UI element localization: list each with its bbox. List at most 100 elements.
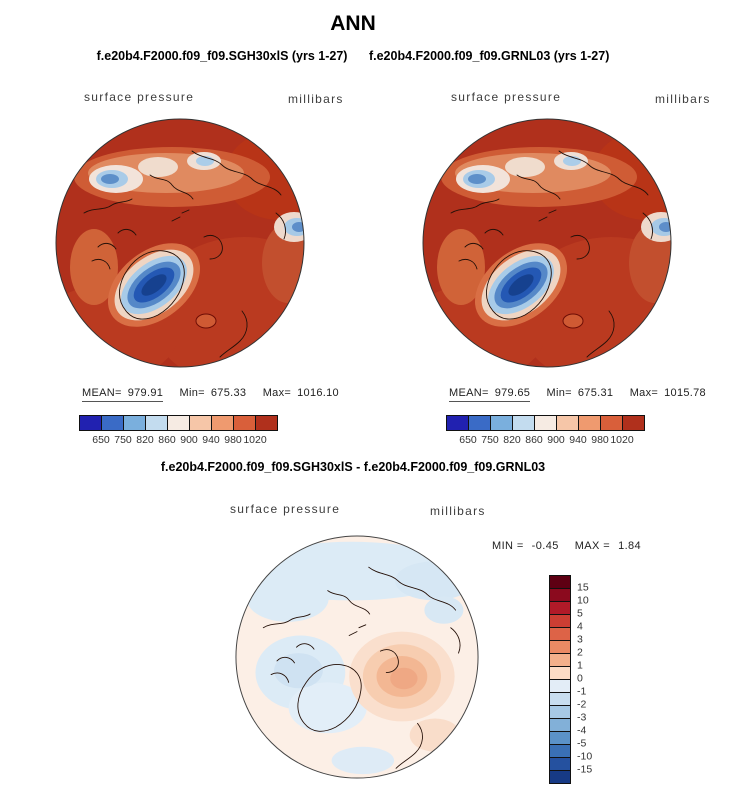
colorbar-box: [549, 692, 571, 706]
colorbar-tick-label: 1: [577, 659, 583, 672]
colorbar-box: [534, 415, 557, 431]
difference-map: [235, 535, 479, 779]
colorbar-tick-label: -15: [577, 763, 593, 776]
colorbar-box: [255, 415, 278, 431]
stat-max-label: Max=: [262, 387, 292, 399]
case-titles: f.e20b4.F2000.f09_f09.SGH30xlS (yrs 1-27…: [0, 49, 706, 63]
colorbar-tick-label: 0: [577, 672, 583, 685]
stat-min-label: Min=: [546, 387, 572, 399]
difference-title: f.e20b4.F2000.f09_f09.SGH30xlS - f.e20b4…: [160, 460, 546, 474]
colorbar-box: [556, 415, 579, 431]
colorbar-tick-label: 940: [202, 434, 220, 446]
pressure-colorbar-right: 650 750 820 860 900 940 980 1020: [446, 415, 645, 451]
stat-mean: MEAN= 979.91: [82, 387, 164, 402]
case-title-right: f.e20b4.F2000.f09_f09.GRNL03 (yrs 1-27): [368, 49, 610, 63]
pressure-map-right: [422, 118, 672, 368]
stat-max-label: Max=: [629, 387, 659, 399]
colorbar-tick-label: 750: [114, 434, 132, 446]
colorbar-tick-label: 5: [577, 607, 583, 620]
colorbar-box: [468, 415, 491, 431]
colorbar-tick-label: 860: [525, 434, 543, 446]
colorbar-tick-label: 750: [481, 434, 499, 446]
colorbar-box: [123, 415, 146, 431]
colorbar-box: [549, 640, 571, 654]
stat-min-label: Min=: [179, 387, 205, 399]
colorbar-tick-label: -10: [577, 750, 593, 763]
colorbar-box: [79, 415, 102, 431]
colorbar-box: [446, 415, 469, 431]
colorbar-box: [549, 575, 571, 589]
difference-colorbar: 15 10 5 4 3 2 1 0 -1 -2 -3 -4 -5 -10 -15: [549, 575, 609, 784]
stat-mean-label: MEAN=: [449, 387, 489, 399]
colorbar-tick-label: 4: [577, 620, 583, 633]
colorbar-box: [549, 627, 571, 641]
diff-min-label: MIN =: [492, 540, 524, 552]
field-label-left: surface pressure: [84, 90, 195, 104]
diff-max-label: MAX =: [574, 540, 611, 552]
colorbar-tick-label: 860: [158, 434, 176, 446]
colorbar-box: [490, 415, 513, 431]
stat-min-value: 675.31: [577, 387, 614, 399]
colorbar-box: [549, 770, 571, 784]
colorbar-box: [101, 415, 124, 431]
stat-max-value: 1015.78: [664, 387, 706, 399]
colorbar-box: [233, 415, 256, 431]
colorbar-tick-label: -2: [577, 698, 587, 711]
colorbar-tick-label: 1020: [243, 434, 267, 446]
case-title-left: f.e20b4.F2000.f09_f09.SGH30xlS (yrs 1-27…: [96, 49, 348, 63]
colorbar-tick-label: -3: [577, 711, 587, 724]
colorbar-box: [167, 415, 190, 431]
field-label-diff: surface pressure: [230, 502, 341, 516]
colorbar-box: [549, 614, 571, 628]
colorbar-tick-label: 10: [577, 594, 589, 607]
colorbar-tick-label: 650: [459, 434, 477, 446]
colorbar-box: [549, 679, 571, 693]
units-label-left: millibars: [288, 92, 344, 106]
colorbar-box: [549, 744, 571, 758]
stat-min: Min= 675.33: [180, 387, 247, 399]
colorbar-box: [549, 705, 571, 719]
colorbar-tick-label: 820: [503, 434, 521, 446]
colorbar-box: [622, 415, 645, 431]
stats-row-left: MEAN= 979.91 Min= 675.33 Max= 1016.10: [82, 387, 352, 402]
colorbar-tick-label: 3: [577, 633, 583, 646]
colorbar-tick-label: -1: [577, 685, 587, 698]
colorbar-box: [211, 415, 234, 431]
diff-minmax-row: MIN = -0.45 MAX = 1.84: [492, 540, 641, 552]
colorbar-tick-label: 980: [591, 434, 609, 446]
colorbar-box: [145, 415, 168, 431]
colorbar-box: [512, 415, 535, 431]
colorbar-tick-label: 820: [136, 434, 154, 446]
stat-mean-label: MEAN=: [82, 387, 122, 399]
colorbar-tick-label: -5: [577, 737, 587, 750]
stat-min-value: 675.33: [210, 387, 247, 399]
stat-min: Min= 675.31: [547, 387, 614, 399]
colorbar-tick-label: 2: [577, 646, 583, 659]
stat-mean-value: 979.65: [494, 387, 531, 399]
units-label-diff: millibars: [430, 504, 486, 518]
colorbar-box: [549, 601, 571, 615]
stat-mean: MEAN= 979.65: [449, 387, 531, 402]
colorbar-box: [578, 415, 601, 431]
colorbar-box: [549, 653, 571, 667]
colorbar-box: [600, 415, 623, 431]
stat-max: Max= 1015.78: [630, 387, 706, 399]
field-label-right: surface pressure: [451, 90, 562, 104]
stat-max-value: 1016.10: [297, 387, 339, 399]
diff-max-value: 1.84: [618, 540, 642, 552]
colorbar-box: [189, 415, 212, 431]
colorbar-box: [549, 666, 571, 680]
colorbar-tick-label: -4: [577, 724, 587, 737]
colorbar-box: [549, 588, 571, 602]
colorbar-box: [549, 757, 571, 771]
colorbar-tick-label: 900: [547, 434, 565, 446]
colorbar-tick-label: 900: [180, 434, 198, 446]
colorbar-tick-label: 980: [224, 434, 242, 446]
colorbar-tick-label: 15: [577, 581, 589, 594]
diff-min-value: -0.45: [531, 540, 559, 552]
pressure-colorbar-left: 650 750 820 860 900 940 980 1020: [79, 415, 278, 451]
colorbar-tick-label: 1020: [610, 434, 634, 446]
colorbar-box: [549, 731, 571, 745]
colorbar-box: [549, 718, 571, 732]
